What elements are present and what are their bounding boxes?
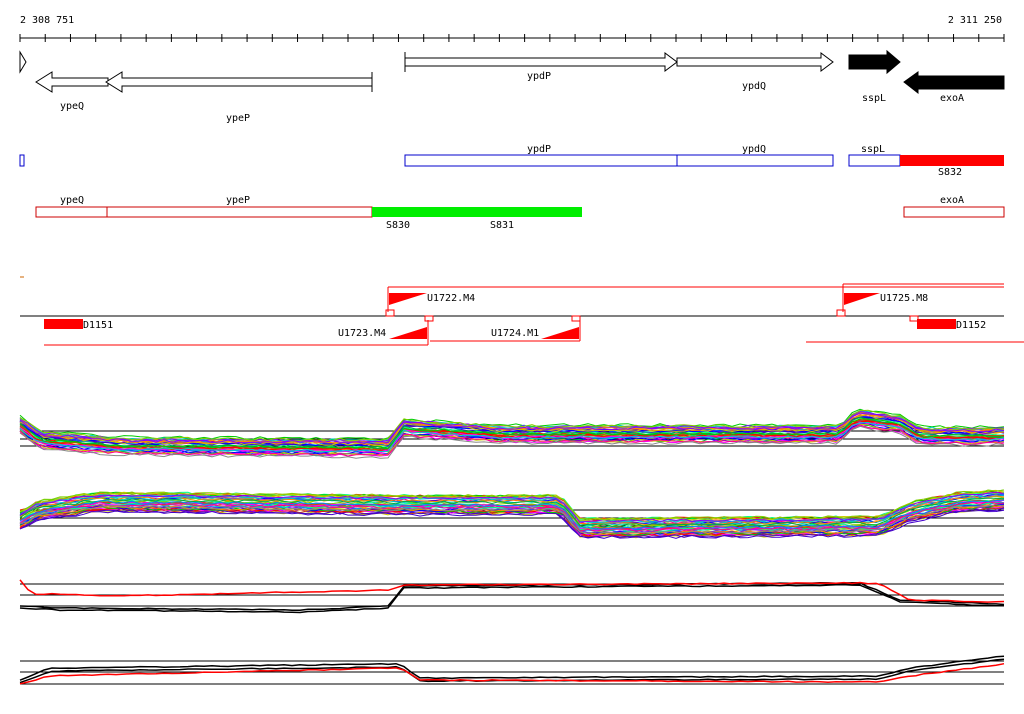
ruler-start-label: 2 308 751 [20,15,74,26]
segment-S830-S831[interactable] [372,207,582,217]
profile-line [19,503,1005,535]
plus-box-ypdQ[interactable] [676,154,834,167]
segment-label-S832: S832 [938,167,962,178]
profile-line [19,501,1005,532]
summary-line-black [19,658,1005,684]
minus-label-exoA: exoA [940,195,964,206]
junction-marker-2 [424,315,434,322]
transcript-track: U1722.M4 U1725.M8 U1723.M4 U1724.M1 D115… [20,276,1024,346]
minus-label-ypeP: ypeP [226,195,250,206]
summary-line-black [19,655,1005,681]
gene-arrow-ypdP[interactable] [404,52,678,72]
expression-panel-plus-multi [19,408,1005,459]
expression-panel-minus-multi [19,489,1005,539]
summary-line-black [19,583,1005,614]
minus-strand-track: ypeQ ypeP exoA S830 S831 [35,195,1005,231]
transcript-label-U1725: U1725.M8 [880,293,928,304]
terminator-D1151[interactable] [44,319,83,329]
profile-line [19,421,1005,453]
profile-line [19,499,1005,530]
junction-marker-3 [571,315,581,322]
profile-line [19,425,1005,459]
plus-label-ypdP: ypdP [527,144,551,155]
segment-label-S830: S830 [386,220,410,231]
ruler-end-label: 2 311 250 [948,15,1002,26]
tss-flag-U1722[interactable] [389,293,427,305]
segment-S832[interactable] [900,155,1004,166]
expression-panel-minus-summary [19,655,1005,685]
gene-label-ypdQ: ypdQ [742,81,766,92]
profile-line [19,489,1005,522]
minus-box-ypeP[interactable] [106,206,373,218]
plus-box-ypdP[interactable] [404,154,678,167]
gene-label-exoA: exoA [940,93,964,104]
segment-label-S831: S831 [490,220,514,231]
profile-line [19,498,1005,530]
junction-marker-4 [836,309,846,317]
profile-line [19,409,1004,442]
junction-marker-5 [909,315,919,322]
profile-line [19,495,1005,526]
profile-line [19,424,1005,457]
profile-line [19,509,1005,539]
gene-arrow-ypeQ[interactable] [35,71,109,93]
tss-flag-U1725[interactable] [844,293,880,305]
terminator-label-D1151: D1151 [83,320,113,331]
plus-box-sspL[interactable] [848,154,901,167]
expression-panel-plus-summary [19,579,1005,614]
minus-box-ypeQ[interactable] [35,206,108,218]
profile-line [19,491,1005,523]
tss-flag-U1724[interactable] [541,327,579,339]
terminator-label-D1152: D1152 [956,320,986,331]
plus-label-sspL: sspL [861,144,885,155]
terminator-D1152[interactable] [917,319,956,329]
gene-arrow-ypdQ[interactable] [676,52,834,72]
coordinate-ruler: 2 308 751 2 311 250 [19,15,1005,42]
plus-strand-track: ypdP ypdQ sspL S832 [19,144,1004,178]
profile-line [19,412,1005,444]
transcript-label-U1722: U1722.M4 [427,293,475,304]
minus-label-ypeQ: ypeQ [60,195,84,206]
ruler-ticks [19,34,1005,42]
partial-gene-marker [19,50,27,74]
gene-label-ypeQ: ypeQ [60,101,84,112]
gene-label-sspL: sspL [862,93,886,104]
profile-line [19,418,1005,450]
partial-feature-box [19,154,25,167]
profile-line [19,497,1005,528]
gene-arrow-ypeP[interactable] [105,71,373,93]
annotation-track: ypeQ ypeP ypdP ypdQ sspL exoA [19,49,1005,124]
summary-line-red [19,579,1005,603]
minus-box-exoA[interactable] [903,206,1005,218]
plus-label-ypdQ: ypdQ [742,144,766,155]
junction-marker-1 [385,309,395,317]
profile-line [19,492,1005,524]
profile-line [19,489,1005,521]
gene-label-ypeP: ypeP [226,113,250,124]
summary-line-red [19,662,1005,685]
tss-flag-U1723[interactable] [389,327,427,339]
gene-arrow-sspL[interactable] [848,49,901,75]
transcript-label-U1724: U1724.M1 [491,328,539,339]
gene-label-ypdP: ypdP [527,71,551,82]
transcript-label-U1723: U1723.M4 [338,328,386,339]
gene-arrow-exoA[interactable] [903,71,1005,95]
